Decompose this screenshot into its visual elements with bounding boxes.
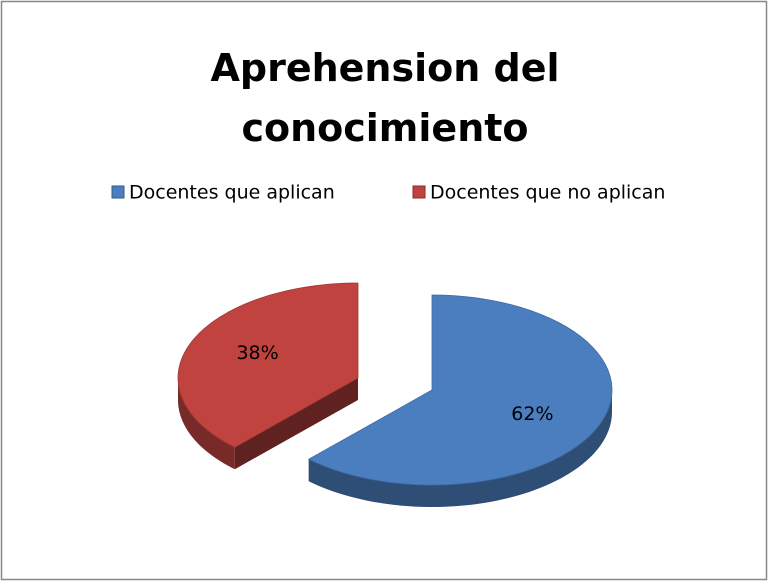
legend-label: Docentes que no aplican: [430, 182, 665, 204]
legend-swatch: [412, 185, 426, 199]
data-label: 38%: [236, 342, 278, 364]
data-label: 62%: [511, 403, 553, 425]
pie-slice: [307, 294, 613, 486]
legend-label: Docentes que aplican: [129, 182, 335, 204]
slice-side: [308, 390, 612, 507]
legend-swatch: [111, 185, 125, 199]
chart-title: Aprehension del conocimiento: [210, 46, 560, 150]
slice-cut-face: [234, 378, 358, 470]
pie-slice: [177, 282, 359, 448]
slice-side: [178, 378, 235, 470]
